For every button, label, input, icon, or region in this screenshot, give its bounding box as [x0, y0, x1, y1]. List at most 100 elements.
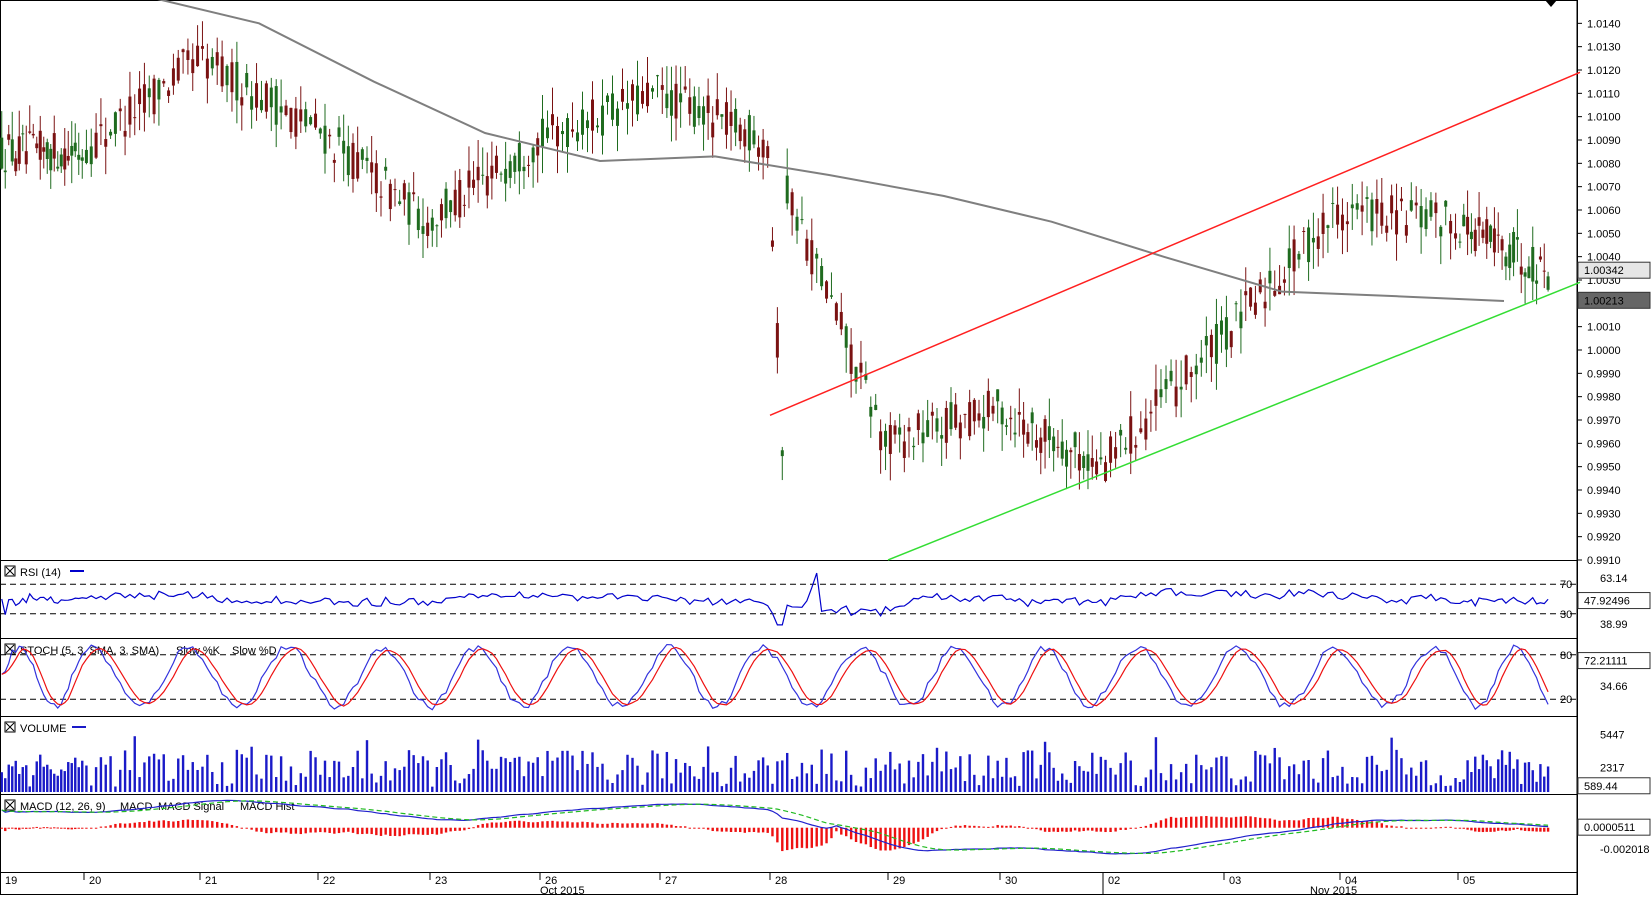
candle-body — [1531, 246, 1535, 282]
volume-bar — [1026, 750, 1030, 792]
volume-bar — [1380, 771, 1383, 792]
price-panel[interactable] — [0, 0, 1578, 561]
macd-panel[interactable] — [0, 794, 1578, 873]
volume-bar — [1523, 762, 1527, 792]
volume-bar — [551, 760, 554, 792]
volume-bar — [835, 780, 838, 792]
macd-hist-bar — [104, 826, 107, 828]
candle-body — [790, 192, 794, 216]
macd-hist-bar — [1331, 816, 1334, 828]
volume-bar — [815, 783, 818, 792]
volume-bar — [1346, 783, 1349, 792]
candle-body — [1414, 202, 1418, 206]
macd-hist-bar — [531, 822, 535, 828]
candle-body — [70, 145, 74, 156]
macd-hist-bar — [337, 827, 341, 834]
candle-body — [17, 136, 21, 164]
macd-hist-bar — [1434, 827, 1438, 829]
volume-tick-high: 5447 — [1600, 729, 1624, 741]
volume-bar — [250, 746, 253, 792]
volume-bar — [314, 757, 317, 792]
channel-upper-line[interactable] — [769, 71, 1581, 417]
macd-hist-bar — [28, 827, 31, 829]
macd-hist-bar — [1302, 819, 1305, 828]
volume-bar — [1210, 767, 1213, 792]
candle-body — [1395, 210, 1399, 235]
macd-hist-bar — [196, 819, 199, 828]
volume-close-x-icon[interactable] — [5, 722, 15, 732]
macd-hist-bar — [1184, 816, 1188, 828]
volume-bar — [636, 765, 639, 792]
candle-body — [829, 295, 833, 297]
macd-hist-bar — [1159, 820, 1163, 828]
macd-hist-bar — [398, 827, 401, 837]
macd-hist-bar — [1043, 827, 1047, 832]
macd-hist-bar — [800, 827, 804, 848]
macd-hist-bar — [1546, 827, 1550, 832]
rsi-value-box — [1577, 592, 1651, 610]
candle-body — [462, 204, 466, 206]
macd-hist-bar — [820, 827, 823, 846]
volume-bar — [1215, 757, 1218, 792]
macd-hist-bar — [1429, 827, 1433, 829]
volume-bar — [522, 776, 526, 792]
rsi-panel[interactable] — [0, 560, 1578, 639]
macd-hist-bar — [1504, 827, 1508, 832]
candle-body — [1268, 270, 1272, 284]
volume-bar — [1195, 754, 1198, 792]
candle-body — [834, 303, 838, 321]
macd-hist-bar — [973, 825, 976, 828]
volume-bar — [421, 756, 425, 792]
stoch-value-box-text: 72.21111 — [1584, 656, 1627, 668]
stoch-d-line — [1, 646, 1549, 707]
candle-body — [1326, 225, 1330, 228]
macd-hist-bar — [1009, 825, 1012, 828]
month-label-nov: Nov 2015 — [1310, 885, 1357, 895]
macd-hist-bar — [805, 827, 809, 849]
macd-hist-bar — [1220, 816, 1223, 828]
volume-bar — [177, 758, 180, 792]
macd-hist-bar — [270, 827, 273, 834]
macd-hist-bar — [1210, 816, 1213, 828]
candle-body — [472, 179, 476, 188]
volume-bar — [1078, 766, 1081, 792]
price-tick-label: 0.9920 — [1587, 532, 1621, 544]
candle-body — [1481, 229, 1485, 238]
candle-body — [986, 390, 990, 418]
macd-hist-bar — [99, 826, 103, 828]
candle-body — [1515, 237, 1519, 240]
candle-body — [757, 147, 761, 157]
volume-panel[interactable] — [0, 716, 1578, 795]
volume-bar — [211, 771, 214, 792]
rsi-close-x-icon[interactable] — [5, 566, 15, 576]
rsi-tick-upper: 63.14 — [1600, 573, 1628, 585]
macd-close-x-icon[interactable] — [5, 800, 15, 810]
candle-body — [616, 108, 619, 126]
day-label: 04 — [1345, 875, 1357, 887]
volume-bar — [1429, 785, 1433, 792]
macd-hist-bar — [586, 822, 589, 828]
scroll-marker-icon[interactable] — [1545, 0, 1557, 7]
candle-body — [902, 441, 906, 458]
channel-lower-line[interactable] — [887, 281, 1581, 561]
volume-bar — [1005, 757, 1008, 792]
volume-bar — [991, 778, 995, 792]
stoch-panel[interactable] — [0, 638, 1578, 717]
candle-body — [1004, 425, 1008, 427]
macd-hist-bar — [314, 827, 317, 833]
macd-hist-bar — [1395, 826, 1398, 828]
volume-bar — [1424, 760, 1428, 792]
volume-bar — [1336, 775, 1339, 792]
macd-hist-bar — [1200, 816, 1203, 828]
candle-body — [1099, 457, 1103, 460]
volume-bar — [1489, 766, 1492, 792]
candle-body — [665, 93, 669, 109]
candle-body — [996, 389, 1000, 402]
macd-hist-bar — [347, 827, 350, 832]
volume-bar — [684, 762, 687, 792]
macd-hist-bar — [1390, 825, 1393, 828]
stoch-close-x-icon[interactable] — [5, 644, 15, 654]
macd-hist-bar — [551, 820, 554, 828]
